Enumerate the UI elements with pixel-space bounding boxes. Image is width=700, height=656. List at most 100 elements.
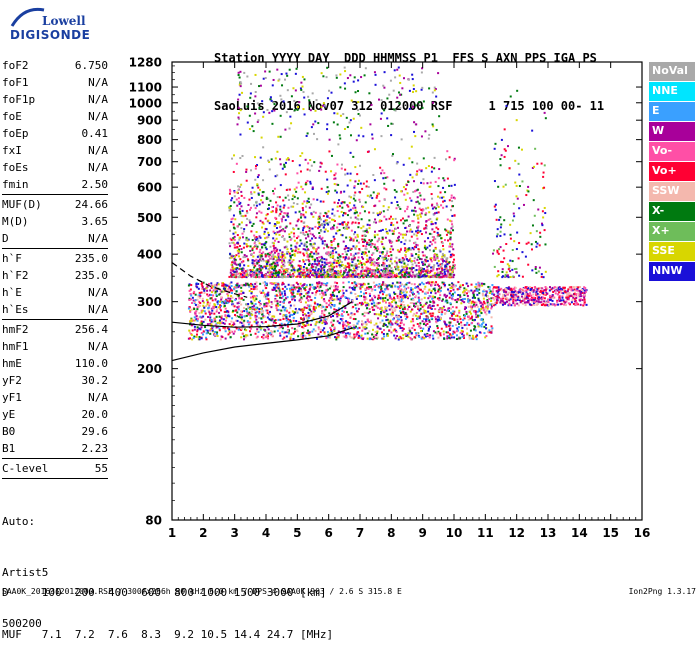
echo-point [571, 289, 574, 292]
echo-point [266, 294, 269, 297]
echo-point [249, 317, 252, 320]
echo-point [358, 302, 361, 305]
echo-point [281, 259, 284, 262]
echo-point [385, 319, 388, 322]
echo-point [448, 329, 451, 332]
echo-point [449, 286, 452, 289]
echo-point [331, 304, 334, 307]
echo-point [470, 289, 473, 292]
echo-point [406, 271, 409, 274]
echo-point [479, 301, 482, 304]
echo-point [550, 288, 553, 291]
echo-point [397, 316, 400, 319]
echo-point [316, 303, 319, 306]
echo-point [318, 169, 321, 172]
echo-point [455, 334, 458, 337]
echo-point [410, 260, 413, 263]
echo-point [345, 225, 348, 228]
echo-point [198, 296, 201, 299]
echo-point [366, 231, 369, 234]
echo-point [206, 303, 209, 306]
echo-point [294, 288, 297, 291]
echo-point [484, 307, 487, 310]
echo-point [354, 263, 357, 266]
echo-point [358, 334, 361, 337]
echo-point [416, 196, 419, 199]
echo-point [312, 271, 315, 274]
echo-point [271, 273, 274, 276]
echo-point [425, 167, 428, 170]
echo-point [333, 330, 336, 333]
echo-point [403, 268, 406, 271]
echo-point [329, 336, 332, 339]
echo-point [373, 148, 376, 151]
echo-point [382, 177, 385, 180]
echo-point [558, 294, 561, 297]
echo-point [316, 198, 319, 201]
echo-point [433, 282, 436, 285]
echo-point [343, 190, 346, 193]
echo-point [290, 205, 293, 208]
echo-point [366, 272, 369, 275]
echo-point [489, 303, 492, 306]
echo-point [327, 254, 330, 257]
echo-point [364, 304, 367, 307]
echo-point [242, 321, 245, 324]
echo-point [416, 258, 419, 261]
echo-point [356, 310, 359, 313]
echo-point [246, 320, 249, 323]
echo-point [247, 245, 250, 248]
echo-point [530, 296, 533, 299]
echo-point [301, 311, 304, 314]
echo-point [466, 327, 469, 330]
echo-point [264, 265, 267, 268]
echo-point [338, 321, 341, 324]
echo-point [442, 305, 445, 308]
echo-point [276, 204, 279, 207]
echo-point [287, 321, 290, 324]
echo-point [230, 255, 233, 258]
echo-point [188, 283, 191, 286]
echo-point [234, 231, 237, 234]
echo-point [500, 287, 503, 290]
param-value: 2.23 [81, 442, 109, 455]
echo-point [239, 157, 242, 160]
echo-point [272, 269, 275, 272]
echo-point [564, 304, 567, 307]
echo-point [254, 272, 257, 275]
echo-point [237, 263, 240, 266]
echo-point [201, 300, 204, 303]
echo-point [411, 274, 414, 277]
echo-point [400, 265, 403, 268]
echo-point [360, 337, 363, 340]
echo-point [303, 225, 306, 228]
echo-point [567, 298, 570, 301]
echo-point [383, 215, 386, 218]
echo-point [247, 238, 250, 241]
echo-point [419, 273, 422, 276]
echo-point [459, 285, 462, 288]
echo-point [423, 311, 426, 314]
echo-point [263, 293, 266, 296]
echo-point [288, 188, 291, 191]
echo-point [379, 291, 382, 294]
echo-point [349, 273, 352, 276]
echo-point [578, 299, 581, 302]
echo-point [292, 194, 295, 197]
echo-point [376, 325, 379, 328]
echo-point [562, 299, 565, 302]
echo-point [278, 323, 281, 326]
echo-point [450, 196, 453, 199]
echo-point [403, 193, 406, 196]
echo-point [275, 227, 278, 230]
echo-point [198, 291, 201, 294]
echo-point [584, 287, 587, 290]
echo-point [378, 264, 381, 267]
echo-point [266, 293, 269, 296]
echo-point [403, 294, 406, 297]
echo-point [449, 230, 452, 233]
echo-point [332, 247, 335, 250]
echo-point [211, 320, 214, 323]
echo-point [299, 170, 302, 173]
echo-point [346, 223, 349, 226]
